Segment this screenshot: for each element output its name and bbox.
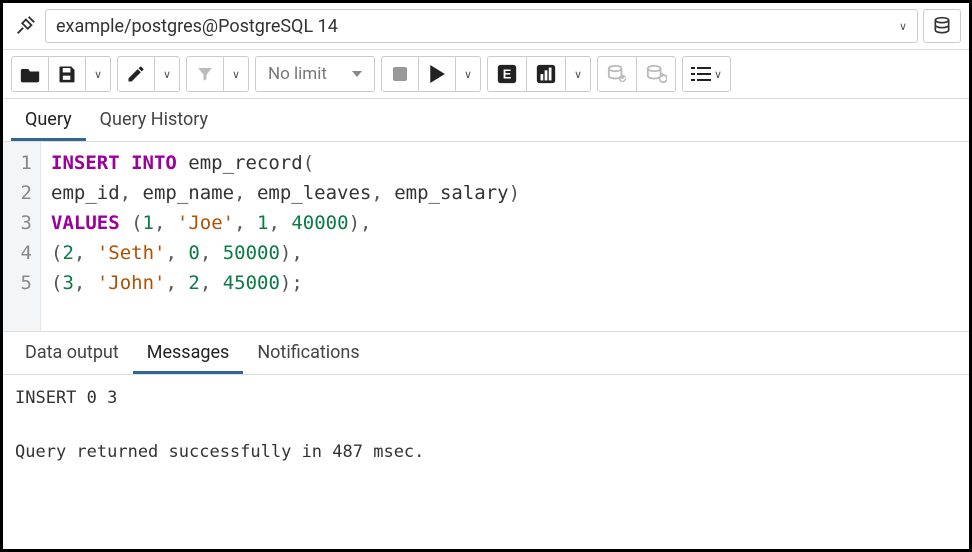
svg-text:E: E <box>503 67 512 82</box>
edit-dropdown[interactable]: ∨ <box>154 56 180 92</box>
explain-analyze-button[interactable] <box>526 56 566 92</box>
messages-line2: Query returned successfully in 487 msec. <box>15 442 424 462</box>
execute-button[interactable] <box>418 56 456 92</box>
new-connection-button[interactable] <box>923 9 961 43</box>
commit-button[interactable] <box>597 56 637 92</box>
filter-dropdown[interactable]: ∨ <box>223 56 249 92</box>
chevron-down-icon: ∨ <box>574 68 582 81</box>
save-file-button[interactable] <box>48 56 86 92</box>
tab-notifications[interactable]: Notifications <box>243 332 373 374</box>
tab-messages[interactable]: Messages <box>133 332 244 374</box>
stop-button[interactable] <box>381 56 419 92</box>
output-tabs: Data output Messages Notifications <box>3 332 969 375</box>
explain-dropdown[interactable]: ∨ <box>565 56 591 92</box>
save-dropdown[interactable]: ∨ <box>85 56 111 92</box>
execute-dropdown[interactable]: ∨ <box>455 56 481 92</box>
tab-data-output[interactable]: Data output <box>11 332 133 374</box>
macros-button[interactable]: ∨ <box>682 56 731 92</box>
limit-select[interactable]: No limit <box>255 56 375 92</box>
caret-down-icon <box>352 71 362 77</box>
toolbar: ∨ ∨ ∨ No limit ∨ E ∨ <box>3 50 969 99</box>
edit-button[interactable] <box>117 56 155 92</box>
line-gutter: 12345 <box>3 142 41 331</box>
connection-label: example/postgres@PostgreSQL 14 <box>56 16 338 37</box>
chevron-down-icon: ∨ <box>714 68 722 81</box>
tab-query[interactable]: Query <box>11 99 86 141</box>
connection-select[interactable]: example/postgres@PostgreSQL 14 ∨ <box>45 9 918 43</box>
chevron-down-icon: ∨ <box>163 68 171 81</box>
sql-editor[interactable]: 12345 INSERT INTO emp_record(emp_id, emp… <box>3 142 969 332</box>
limit-label: No limit <box>268 64 327 84</box>
plug-icon <box>11 12 39 40</box>
chevron-down-icon: ∨ <box>232 68 240 81</box>
editor-tabs: Query Query History <box>3 99 969 142</box>
chevron-down-icon: ∨ <box>899 20 907 33</box>
tab-query-history[interactable]: Query History <box>86 99 222 141</box>
messages-panel: INSERT 0 3 Query returned successfully i… <box>3 375 969 477</box>
connection-bar: example/postgres@PostgreSQL 14 ∨ <box>3 3 969 50</box>
chevron-down-icon: ∨ <box>94 68 102 81</box>
explain-button[interactable]: E <box>487 56 527 92</box>
filter-button[interactable] <box>186 56 224 92</box>
chevron-down-icon: ∨ <box>464 68 472 81</box>
open-file-button[interactable] <box>11 56 49 92</box>
messages-line1: INSERT 0 3 <box>15 388 117 408</box>
sql-code[interactable]: INSERT INTO emp_record(emp_id, emp_name,… <box>41 142 530 331</box>
rollback-button[interactable] <box>636 56 676 92</box>
